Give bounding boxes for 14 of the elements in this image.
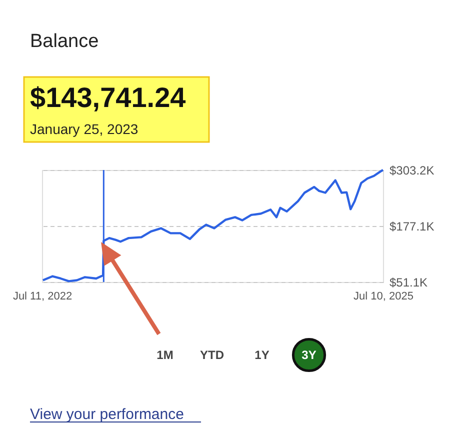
text: $143,741.24 [30,82,186,113]
text: 3Y [302,348,316,362]
text: 1Y [254,348,270,362]
y-tick-label: $51.1K [390,276,428,290]
y-tick-label: $177.1K [390,220,434,234]
x-tick-label: Jul 11, 2022 [12,290,72,302]
text: YTD [200,348,224,362]
text: View your performance [30,406,184,423]
text: January 25, 2023 [30,121,138,137]
chart-title: Balance [30,31,99,52]
text: 1M [156,348,174,362]
y-tick-label: $303.2K [390,164,434,178]
x-tick-label: Jul 10, 2025 [354,290,414,302]
line-series [42,168,384,282]
